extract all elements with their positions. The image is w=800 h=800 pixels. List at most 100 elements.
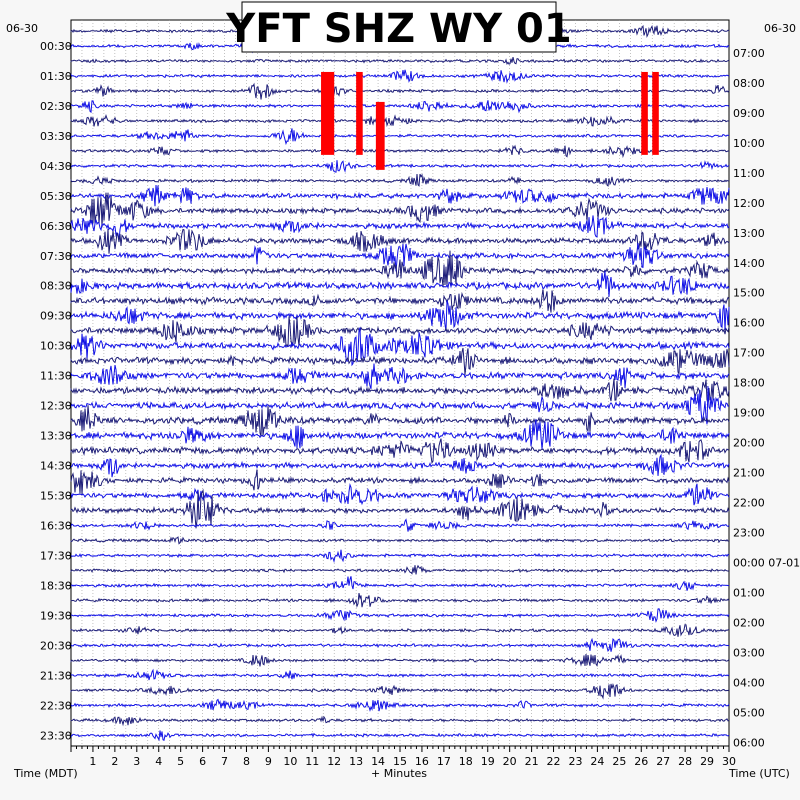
x-tick-label: 1: [89, 755, 96, 768]
x-tick-label: 21: [525, 755, 539, 768]
trace-line: [70, 438, 730, 465]
trace-line: [70, 270, 730, 297]
right-time-label: 22:00: [733, 497, 765, 510]
x-tick-label: 27: [656, 755, 670, 768]
trace-line: [70, 347, 730, 375]
right-time-label: 17:00: [733, 347, 765, 360]
trace-line: [70, 173, 730, 187]
left-time-label: 21:30: [40, 669, 72, 682]
right-time-label: 16:00: [733, 317, 765, 330]
x-tick-label: 11: [305, 755, 319, 768]
left-time-label: 19:30: [40, 609, 72, 622]
left-time-label: 05:30: [40, 190, 72, 203]
trace-line: [70, 300, 730, 331]
left-time-label: 00:30: [40, 40, 72, 53]
trace-line: [70, 184, 730, 207]
right-date-label: 06-30: [764, 22, 796, 35]
left-time-label: 23:30: [40, 729, 72, 742]
left-time-label: 11:30: [40, 370, 72, 383]
left-time-label: 10:30: [40, 340, 72, 353]
x-tick-label: 17: [437, 755, 451, 768]
chart-title: YFT SHZ WY 01: [225, 6, 571, 52]
trace-line: [70, 316, 730, 348]
trace-line: [70, 576, 730, 591]
trace-line: [70, 160, 730, 173]
x-tick-label: 25: [612, 755, 626, 768]
trace-line: [70, 242, 730, 272]
clipped-event-bar: [375, 101, 385, 170]
x-tick-label: 12: [327, 755, 341, 768]
trace-line: [70, 698, 730, 712]
trace-line: [70, 637, 730, 653]
trace-line: [70, 453, 730, 478]
right-time-label: 21:00: [733, 467, 765, 480]
right-time-label: 06:00: [733, 736, 765, 749]
left-time-label: 16:30: [40, 519, 72, 532]
trace-line: [70, 56, 730, 66]
left-time-label: 13:30: [40, 430, 72, 443]
left-time-label: 20:30: [40, 639, 72, 652]
clipped-event-bar: [356, 71, 363, 155]
left-time-label: 07:30: [40, 250, 72, 263]
clipped-events: [321, 71, 659, 170]
left-time-label: 17:30: [40, 549, 72, 562]
trace-line: [70, 128, 730, 146]
x-tick-label: 13: [349, 755, 363, 768]
trace-line: [70, 378, 730, 402]
right-axis-label: Time (UTC): [728, 767, 790, 780]
right-time-label: 05:00: [733, 706, 765, 719]
trace-line: [70, 215, 730, 241]
x-tick-label: 9: [265, 755, 272, 768]
trace-line: [70, 482, 730, 506]
trace-line: [70, 715, 730, 727]
trace-line: [70, 730, 730, 742]
x-tick-label: 23: [568, 755, 582, 768]
x-tick-label: 6: [199, 755, 206, 768]
trace-line: [70, 668, 730, 681]
x-tick-label: 20: [503, 755, 517, 768]
right-time-label: 12:00: [733, 197, 765, 210]
x-tick-label: 29: [700, 755, 714, 768]
x-tick-label: 24: [590, 755, 604, 768]
right-time-label: 23:00: [733, 526, 765, 539]
left-time-label: 04:30: [40, 160, 72, 173]
right-time-label: 00:00 07-01: [733, 556, 800, 569]
seismic-traces: [70, 24, 730, 742]
trace-line: [70, 518, 730, 532]
trace-line: [70, 683, 730, 700]
left-time-label: 06:30: [40, 220, 72, 233]
clipped-event-bar: [641, 71, 648, 155]
trace-line: [70, 228, 730, 254]
left-time-label: 14:30: [40, 460, 72, 473]
left-time-label: 22:30: [40, 699, 72, 712]
right-time-label: 04:00: [733, 676, 765, 689]
right-time-label: 08:00: [733, 77, 765, 90]
title-box: [241, 1, 557, 53]
x-tick-label: 2: [111, 755, 118, 768]
x-tick-label: 3: [133, 755, 140, 768]
right-time-label: 13:00: [733, 227, 765, 240]
x-tick-label: 15: [393, 755, 407, 768]
trace-line: [70, 250, 730, 287]
trace-line: [70, 327, 730, 367]
left-time-label: 18:30: [40, 579, 72, 592]
trace-line: [70, 144, 730, 159]
trace-line: [70, 653, 730, 667]
left-time-label: 15:30: [40, 490, 72, 503]
right-time-label: 03:00: [733, 646, 765, 659]
trace-line: [70, 549, 730, 564]
left-time-label: 09:30: [40, 310, 72, 323]
x-tick-label: 14: [371, 755, 385, 768]
trace-line: [70, 100, 730, 114]
x-tick-label: 8: [243, 755, 250, 768]
right-time-label: 15:00: [733, 287, 765, 300]
right-time-label: 10:00: [733, 137, 765, 150]
left-time-label: 01:30: [40, 70, 72, 83]
x-tick-label: 10: [283, 755, 297, 768]
right-time-label: 19:00: [733, 407, 765, 420]
trace-line: [70, 82, 730, 100]
trace-line: [70, 114, 730, 128]
clipped-event-bar: [321, 71, 335, 155]
x-tick-label: 22: [547, 755, 561, 768]
left-time-label: 03:30: [40, 130, 72, 143]
